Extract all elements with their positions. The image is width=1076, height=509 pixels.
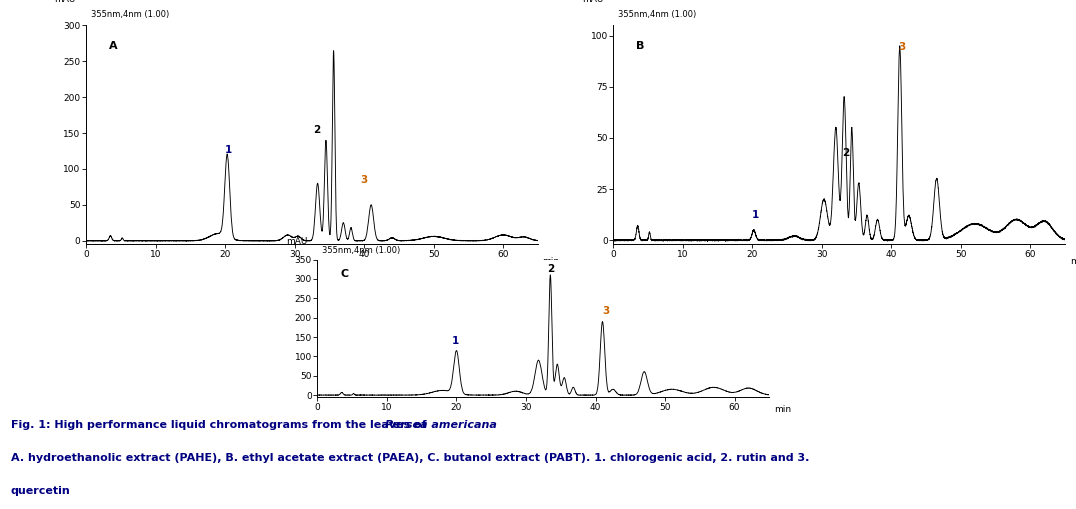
Text: quercetin: quercetin	[11, 486, 71, 496]
Text: min: min	[774, 405, 791, 414]
Text: A. hydroethanolic extract (PAHE), B. ethyl acetate extract (PAEA), C. butanol ex: A. hydroethanolic extract (PAHE), B. eth…	[11, 453, 809, 463]
Text: B: B	[636, 41, 645, 51]
Text: Persea americana: Persea americana	[385, 420, 497, 430]
Text: 1: 1	[225, 145, 232, 155]
Text: mAU: mAU	[582, 0, 603, 4]
Text: Fig. 1: High performance liquid chromatograms from the leaves of: Fig. 1: High performance liquid chromato…	[11, 420, 430, 430]
Text: A: A	[109, 41, 117, 51]
Text: 1: 1	[752, 210, 760, 220]
Text: min: min	[1070, 258, 1076, 266]
Text: min: min	[542, 258, 560, 266]
Text: 1: 1	[452, 335, 458, 346]
Text: 3: 3	[603, 306, 610, 316]
Text: 3: 3	[360, 175, 368, 185]
Text: 3: 3	[898, 42, 906, 52]
Text: C: C	[340, 269, 349, 279]
Text: 355nm,4nm (1.00): 355nm,4nm (1.00)	[618, 10, 696, 19]
Text: 355nm,4nm (1.00): 355nm,4nm (1.00)	[322, 246, 400, 256]
Text: 2: 2	[547, 264, 554, 274]
Text: mAU: mAU	[286, 237, 307, 246]
Text: 355nm,4nm (1.00): 355nm,4nm (1.00)	[90, 10, 169, 19]
Text: 2: 2	[313, 125, 321, 134]
Text: mAU: mAU	[55, 0, 75, 4]
Text: 2: 2	[843, 149, 850, 158]
